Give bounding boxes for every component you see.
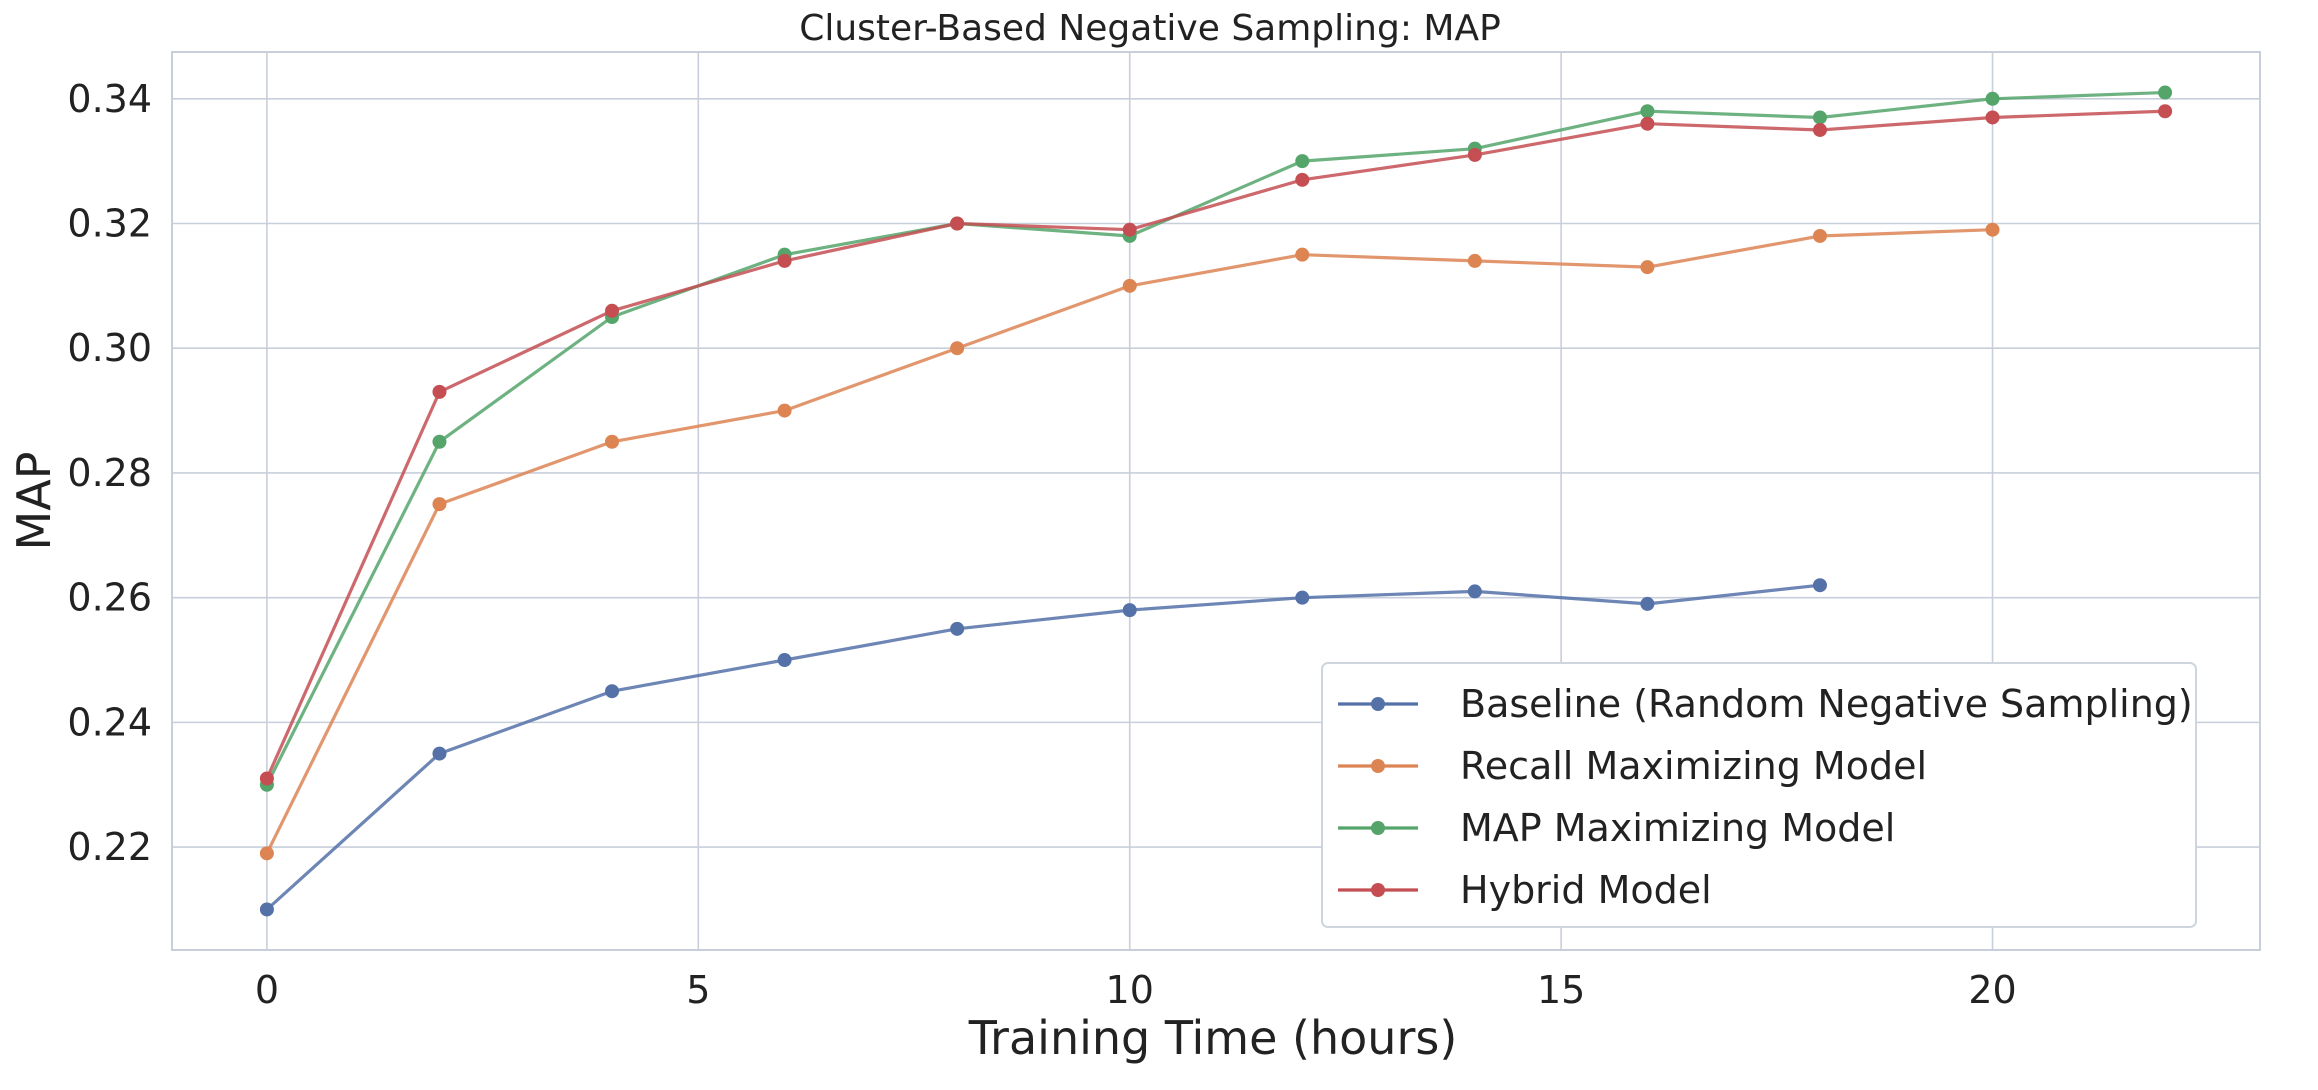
data-point [1467,253,1482,268]
y-axis-label: MAP [7,452,61,551]
legend-box [1321,662,2197,928]
legend-label: MAP Maximizing Model [1460,806,1895,850]
data-point [1985,110,2000,125]
x-tick-label: 10 [1106,968,1154,1012]
legend-entry-2: Recall Maximizing Model [1338,744,1927,788]
data-point [950,621,965,636]
grid [172,52,2260,950]
data-point [259,771,274,786]
series-line [265,583,1821,911]
series-4 [259,104,2173,786]
data-point [1812,122,1827,137]
data-point [1295,172,1310,187]
data-point [1295,154,1310,169]
data-point [1640,260,1655,275]
data-point [950,341,965,356]
y-tick-label: 0.24 [67,700,152,744]
y-tick-label: 0.26 [67,576,152,620]
legend-swatch-marker [1371,821,1385,835]
data-point [1295,590,1310,605]
data-point [1812,228,1827,243]
y-tick-label: 0.30 [67,326,152,370]
series-layer [259,85,2173,917]
data-point [1640,104,1655,119]
x-tick-label: 5 [686,968,710,1012]
data-point [1122,222,1137,237]
data-point [259,902,274,917]
legend-label: Hybrid Model [1460,868,1712,912]
legend-label: Baseline (Random Negative Sampling) [1460,682,2193,726]
legend-swatch-marker [1371,759,1385,773]
legend-entry-1: Baseline (Random Negative Sampling) [1338,682,2193,726]
data-point [1467,584,1482,599]
data-point [605,684,620,699]
data-point [1640,596,1655,611]
data-point [1985,222,2000,237]
x-axis-label: Training Time (hours) [968,1011,1458,1065]
series-line [265,109,2166,780]
y-tick-label: 0.32 [67,201,152,245]
legend-entries: Baseline (Random Negative Sampling) Recal… [1338,682,2193,912]
data-point [1295,247,1310,262]
data-point [605,434,620,449]
data-point [777,653,792,668]
data-point [777,253,792,268]
y-tick-label: 0.34 [67,77,152,121]
data-point [1467,147,1482,162]
series-line [265,90,2166,786]
legend-swatch-marker [1371,697,1385,711]
legend: Baseline (Random Negative Sampling) Recal… [1321,662,2197,928]
legend-entry-3: MAP Maximizing Model [1338,806,1895,850]
x-tick-label: 15 [1537,968,1585,1012]
series-2 [259,222,2000,861]
data-point [1812,110,1827,125]
series-1 [259,578,1827,917]
data-point [1812,578,1827,593]
plot-frame [171,51,2261,951]
legend-entry-4: Hybrid Model [1338,868,1712,912]
y-axis-ticks: 0.22 0.24 0.26 0.28 0.30 0.32 0.34 [67,77,152,869]
data-point [2158,85,2173,100]
x-tick-label: 20 [1968,968,2016,1012]
data-point [1122,603,1137,618]
data-point [1985,91,2000,106]
data-point [1640,116,1655,131]
data-point [605,303,620,318]
legend-label: Recall Maximizing Model [1460,744,1927,788]
data-point [777,403,792,418]
data-point [950,216,965,231]
data-point [2158,104,2173,119]
x-axis-ticks: 0 5 10 15 20 [255,968,2017,1012]
chart-title: Cluster-Based Negative Sampling: MAP [799,8,1501,49]
data-point [432,746,447,761]
data-point [1122,278,1137,293]
y-tick-label: 0.22 [67,825,152,869]
data-point [432,497,447,512]
data-point [432,384,447,399]
y-tick-label: 0.28 [67,451,152,495]
data-point [259,846,274,861]
legend-swatch-marker [1371,883,1385,897]
data-point [432,434,447,449]
x-tick-label: 0 [255,968,279,1012]
